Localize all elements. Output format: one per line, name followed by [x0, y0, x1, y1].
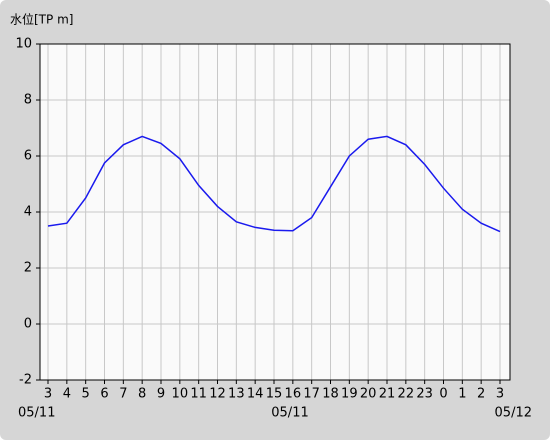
x-tick-label: 13	[228, 387, 245, 402]
x-tick-label: 0	[439, 387, 447, 402]
date-label: 05/12	[495, 406, 532, 421]
y-tick-label: 0	[24, 317, 32, 332]
y-axis-label: 水位[TP m]	[10, 12, 73, 27]
y-tick-label: 2	[24, 261, 32, 276]
x-tick-label: 11	[190, 387, 207, 402]
x-tick-label: 20	[360, 387, 377, 402]
x-tick-label: 12	[209, 387, 226, 402]
x-tick-label: 18	[322, 387, 339, 402]
x-tick-label: 16	[285, 387, 302, 402]
x-tick-label: 5	[82, 387, 90, 402]
x-tick-label: 3	[44, 387, 52, 402]
x-tick-label: 10	[172, 387, 189, 402]
y-tick-label: 10	[15, 37, 32, 52]
x-tick-label: 4	[63, 387, 71, 402]
x-tick-label: 15	[266, 387, 283, 402]
x-tick-label: 7	[119, 387, 127, 402]
x-tick-label: 17	[303, 387, 320, 402]
x-tick-label: 3	[496, 387, 504, 402]
y-tick-label: -2	[19, 373, 32, 388]
series-line	[47, 135, 501, 233]
date-label: 05/11	[18, 406, 55, 421]
y-tick-label: 4	[24, 205, 32, 220]
x-tick-label: 21	[379, 387, 396, 402]
x-tick-label: 19	[341, 387, 358, 402]
x-tick-label: 23	[416, 387, 433, 402]
date-label: 05/11	[271, 406, 308, 421]
y-tick-label: 8	[24, 93, 32, 108]
x-tick-label: 6	[100, 387, 108, 402]
x-tick-label: 9	[157, 387, 165, 402]
x-tick-label: 14	[247, 387, 264, 402]
y-tick-label: 6	[24, 149, 32, 164]
x-tick-label: 2	[477, 387, 485, 402]
x-tick-label: 22	[398, 387, 415, 402]
x-tick-label: 1	[458, 387, 466, 402]
plot-border	[39, 43, 511, 381]
x-tick-label: 8	[138, 387, 146, 402]
